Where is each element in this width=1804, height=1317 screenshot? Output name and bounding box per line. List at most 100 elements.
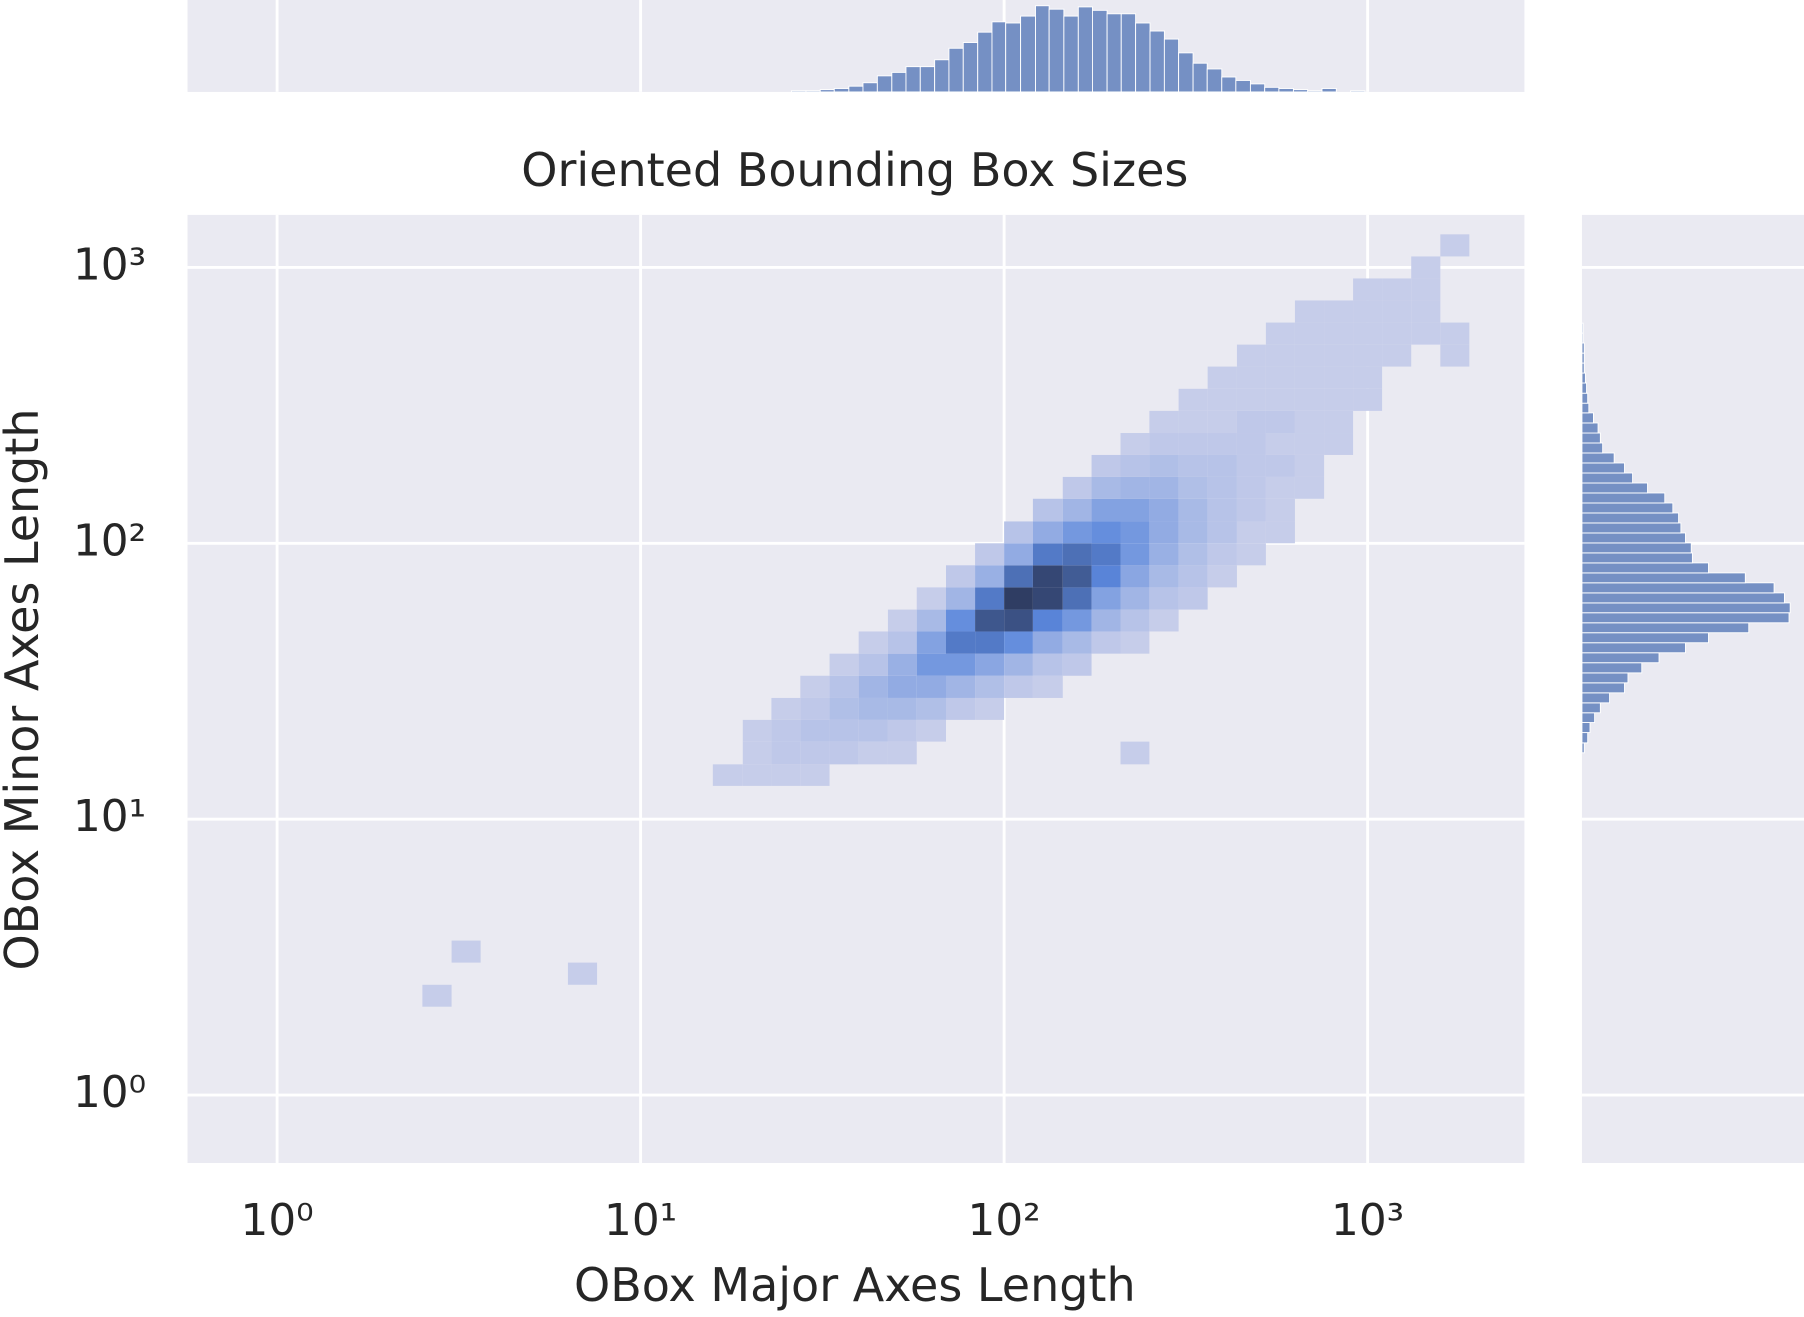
heatmap-cell <box>858 697 888 720</box>
heatmap-cell <box>945 631 976 654</box>
heatmap-cell <box>1236 366 1266 389</box>
histogram-bar <box>1581 642 1686 654</box>
heatmap-cell <box>1004 565 1033 588</box>
histogram-bar <box>1292 89 1309 93</box>
histogram-bar <box>1581 322 1584 334</box>
histogram-bar <box>1063 15 1079 93</box>
heatmap-cell <box>887 741 917 765</box>
histogram-bar <box>1192 62 1208 93</box>
heatmap-cell <box>1411 322 1441 345</box>
heatmap-cell <box>1032 653 1063 676</box>
heatmap-cell <box>1382 278 1412 301</box>
histogram-bar <box>1135 22 1151 93</box>
histogram-bar <box>1321 88 1337 93</box>
heatmap-cell <box>1382 322 1412 345</box>
heatmap-cell <box>858 741 888 765</box>
heatmap-cell <box>975 697 1005 720</box>
heatmap-cell <box>1120 741 1150 765</box>
histogram-bar <box>948 47 964 93</box>
histogram-bar <box>1581 372 1586 384</box>
heatmap-cell <box>1004 675 1033 698</box>
heatmap-cell <box>945 697 976 720</box>
heatmap-cell <box>1294 300 1325 323</box>
histogram-bar <box>1581 492 1666 504</box>
histogram-bar <box>1581 732 1589 744</box>
heatmap-cell <box>945 675 976 698</box>
histogram-bar <box>1077 6 1093 93</box>
histogram-bar <box>1278 88 1294 93</box>
histogram-bar <box>1581 342 1585 354</box>
heatmap-cell <box>742 764 772 786</box>
heatmap-cell <box>1236 344 1266 367</box>
heatmap-cell <box>887 609 917 632</box>
histogram-bar <box>1581 592 1785 604</box>
histogram-bar <box>1581 362 1585 374</box>
heatmap-cell <box>1265 344 1295 367</box>
histogram-bar <box>1581 662 1643 674</box>
heatmap-cell <box>975 675 1005 698</box>
heatmap-cell <box>1032 543 1063 566</box>
histogram-bar <box>1035 5 1050 93</box>
histogram-bar <box>1581 452 1615 464</box>
histogram-bar <box>977 31 993 93</box>
heatmap-cell <box>771 719 801 742</box>
heatmap-cell <box>1091 609 1121 632</box>
heatmap-cell <box>1265 454 1295 477</box>
x-axis-label: OBox Major Axes Length <box>574 1258 1136 1312</box>
histogram-bar <box>1581 532 1686 544</box>
heatmap-cell <box>1178 454 1208 477</box>
heatmap-cell <box>1207 521 1237 544</box>
heatmap-cell <box>1236 498 1266 522</box>
heatmap-cell <box>1178 587 1208 610</box>
heatmap-cell <box>1207 543 1237 566</box>
heatmap-cell <box>1324 366 1354 389</box>
heatmap-cell <box>1353 388 1383 411</box>
histogram-bar <box>1092 9 1108 93</box>
heatmap-cell <box>800 764 830 786</box>
histogram-bar <box>1581 432 1601 444</box>
heatmap-cell <box>712 764 743 786</box>
histogram-bar <box>1249 83 1266 93</box>
histogram-bar <box>1581 702 1601 714</box>
heatmap-cell <box>1265 388 1295 411</box>
histogram-bar <box>1581 672 1629 684</box>
histogram-bar <box>1005 22 1022 93</box>
histogram-bar <box>934 59 950 93</box>
heatmap-cell <box>1032 609 1063 632</box>
heatmap-cell <box>1032 565 1063 588</box>
y-tick-label: 10³ <box>73 239 146 290</box>
heatmap-cell <box>422 984 452 1007</box>
heatmap-cell <box>1062 498 1092 522</box>
heatmap-cell <box>771 741 801 765</box>
histogram-bar <box>1581 612 1790 624</box>
heatmap-cell <box>1091 454 1121 477</box>
heatmap-cell <box>1236 476 1266 499</box>
heatmap-cell <box>829 653 859 676</box>
heatmap-cell <box>1178 388 1208 411</box>
heatmap-cell <box>858 653 888 676</box>
histogram-bar <box>1206 68 1223 93</box>
histogram-bar <box>876 75 893 93</box>
histogram-bar <box>1581 712 1596 723</box>
heatmap-cell <box>1120 565 1150 588</box>
heatmap-cell <box>1062 565 1092 588</box>
heatmap-cell <box>1120 433 1150 455</box>
heatmap-cell <box>945 565 976 588</box>
heatmap-cell <box>1236 388 1266 411</box>
heatmap-cell <box>1265 521 1295 544</box>
heatmap-cell <box>1265 366 1295 389</box>
heatmap-cell <box>916 631 946 654</box>
heatmap-cell <box>1091 476 1121 499</box>
heatmap-cell <box>1178 543 1208 566</box>
heatmap-cell <box>1032 675 1063 698</box>
chart-title: Oriented Bounding Box Sizes <box>521 143 1188 197</box>
heatmap-cell <box>1120 609 1150 632</box>
histogram-bar <box>991 21 1007 93</box>
heatmap-cell <box>800 741 830 765</box>
histogram-bar <box>1020 15 1036 93</box>
heatmap-cell <box>945 609 976 632</box>
heatmap-cell <box>1207 366 1237 389</box>
histogram-bar <box>848 85 864 93</box>
heatmap-cell <box>829 719 859 742</box>
heatmap-cell <box>1440 344 1470 367</box>
